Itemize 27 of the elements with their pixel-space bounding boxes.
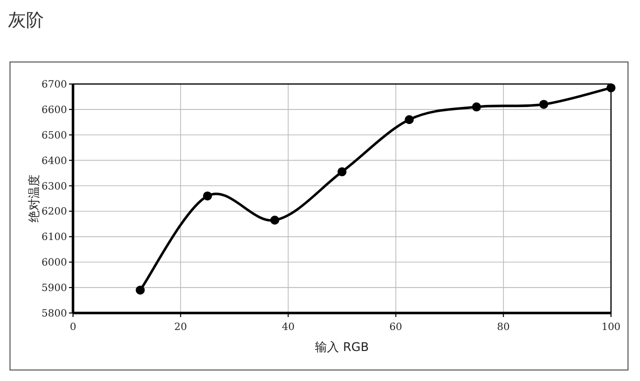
x-axis-title: 输入 RGB [315, 340, 369, 354]
x-tick-label: 40 [282, 322, 295, 333]
y-tick-label: 6600 [42, 104, 67, 116]
y-axis-title: 绝对温度 [27, 174, 41, 222]
point [338, 167, 346, 176]
y-tick-label: 6200 [42, 206, 67, 218]
x-tick-label: 20 [174, 322, 187, 333]
x-tick-label: 80 [497, 322, 510, 333]
y-tick-label: 6500 [42, 130, 67, 142]
point [606, 83, 616, 92]
y-tick-label: 5900 [42, 283, 67, 294]
point [270, 216, 280, 225]
y-tick-label: 6700 [42, 80, 67, 90]
point [404, 115, 414, 124]
x-tick-label: 0 [70, 322, 76, 333]
x-tick-label: 100 [601, 322, 621, 333]
y-tick-label: 6000 [42, 258, 67, 269]
y-tick-label: 5800 [42, 308, 67, 320]
y-tick-label: 6100 [42, 232, 67, 244]
y-tick-label: 6300 [42, 181, 67, 192]
y-tick-label: 6400 [42, 156, 67, 167]
x-tick-label: 60 [389, 322, 402, 333]
chart-title: 灰阶 [8, 10, 44, 31]
point [539, 100, 548, 109]
point [136, 286, 145, 295]
point [203, 191, 212, 200]
point [472, 102, 481, 112]
